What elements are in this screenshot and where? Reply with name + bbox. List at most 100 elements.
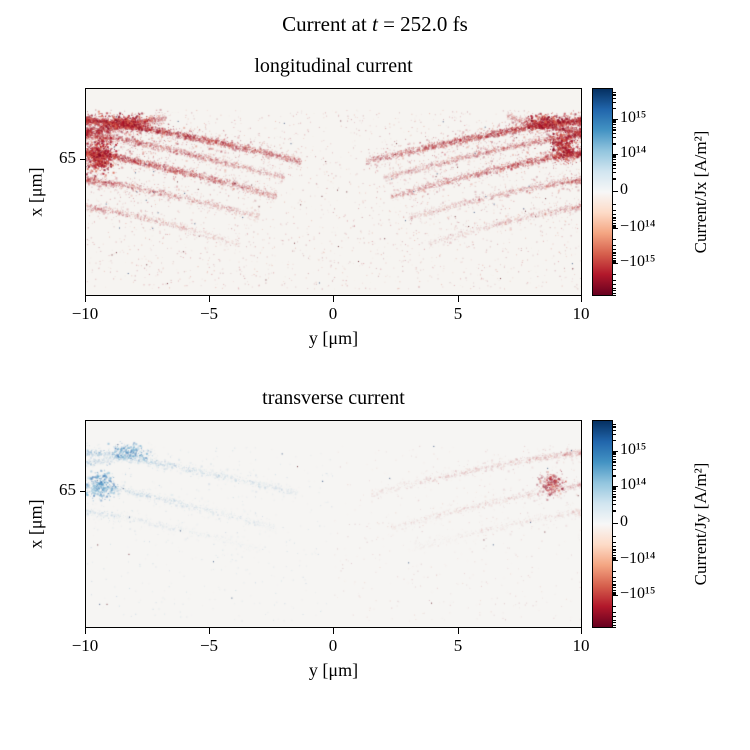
x-tick-label: 5 [453,636,463,655]
colorbar-tick-mark [613,605,616,607]
colorbar-tick-mark [613,222,616,224]
colorbar-tick-mark [613,426,616,428]
x-tick-mark [581,296,583,302]
colorbar-tick-mark [613,228,618,230]
colorbar-tick-mark [613,619,616,621]
colorbar-tick-mark [613,456,616,458]
colorbar-tick-mark [613,464,616,466]
colorbar-tick-mark [613,452,616,454]
y-tick-label: 65 [59,480,76,499]
colorbar-tick-mark [613,217,616,219]
y-tick-mark [80,159,85,161]
colorbar-tick-mark [613,535,616,537]
colorbar-tick-label: 10¹⁵ [620,109,647,126]
colorbar-jx [592,88,618,296]
colorbar-gradient [593,89,612,295]
x-tick-mark [458,628,460,634]
x-tick-label: −10 [71,636,99,655]
colorbar-tick-mark [613,552,616,554]
colorbar-tick-mark [613,129,616,131]
colorbar-tick-mark [613,454,616,456]
colorbar-tick-mark [613,611,616,613]
colorbar-tick-label: −10¹⁵ [620,253,656,270]
x-tick-label: −5 [199,304,219,323]
colorbar-tick-mark [613,485,618,488]
colorbar-tick-mark [613,423,616,425]
colorbar-tick-mark [613,440,616,442]
colorbar-tick-mark [613,263,618,265]
colorbar-tick-mark [613,558,616,560]
colorbar-tick-mark [613,587,616,589]
figure-title-variable: t [371,12,378,36]
colorbar-tick-mark [613,244,616,246]
colorbar-tick-mark [613,172,616,174]
colorbar-tick-mark [613,593,616,595]
colorbar-tick-mark [613,491,616,493]
colorbar-tick-mark [613,108,616,110]
colorbar-tick-mark [613,554,616,556]
colorbar-tick-mark [613,595,618,597]
colorbar-tick-mark [613,226,616,228]
colorbar-tick-mark [613,541,616,543]
colorbar-tick-mark [613,178,616,180]
colorbar-tick-mark [613,167,616,169]
colorbar-tick-label: 10¹⁵ [620,441,647,458]
colorbar-tick-mark [613,458,616,460]
colorbar-tick-mark [613,570,616,572]
colorbar-tick-mark [613,429,616,431]
colorbar-tick-mark [613,461,616,463]
colorbar-tick-mark [613,220,616,222]
x-tick-mark [333,296,335,302]
colorbar-tick-mark [613,102,616,104]
x-tick-label: −5 [199,636,219,655]
colorbar-tick-mark [613,257,616,259]
transverse-current-heatmap-canvas [86,421,581,627]
colorbar-label-jx: Current/Jx [A/m²] [691,130,710,254]
y-tick-mark [80,491,85,493]
panel-longitudinal-current: longitudinal current x [μm] 65 −10 −5 0 … [0,55,750,355]
colorbar-tick-mark [613,153,618,156]
colorbar-tick-label: −10¹⁵ [620,585,656,602]
colorbar-tick-mark [613,120,616,122]
colorbar-tick-mark [613,290,616,292]
x-tick-mark [85,296,87,302]
panel-title-transverse: transverse current [262,387,405,409]
x-tick-mark [209,628,211,634]
colorbar-tick-mark [613,589,616,591]
colorbar-tick-mark [613,493,616,495]
colorbar-tick-mark [613,487,616,489]
longitudinal-current-heatmap-canvas [86,89,581,295]
colorbar-tick-mark [613,522,618,525]
colorbar-tick-mark [613,249,616,251]
colorbar-tick-label: 10¹⁴ [620,144,647,161]
x-tick-mark [581,628,583,634]
figure-title-prefix: Current at [282,12,372,36]
colorbar-tick-mark [613,510,616,512]
x-tick-mark [85,628,87,634]
colorbar-tick-mark [613,132,616,134]
colorbar-tick-mark [613,203,616,205]
colorbar-label-jy: Current/Jy [A/m²] [691,462,710,586]
x-tick-mark [333,628,335,634]
colorbar-tick-mark [613,475,616,477]
x-tick-label: 0 [328,304,338,323]
colorbar-tick-mark [613,469,616,471]
colorbar-jy [592,420,618,628]
colorbar-tick-label: −10¹⁴ [620,218,656,235]
colorbar-tick-mark [613,576,616,578]
colorbar-tick-mark [613,556,616,558]
colorbar-tick-mark [613,581,616,583]
x-axis-label: y [μm] [308,660,359,680]
colorbar-tick-mark [613,259,616,261]
colorbar-tick-mark [613,122,616,124]
colorbar-tick-mark [613,124,616,126]
colorbar-tick-mark [613,164,616,166]
colorbar-tick-mark [613,622,616,624]
colorbar-tick-mark [613,584,616,586]
x-tick-label: 10 [572,304,590,323]
figure-title-suffix: = 252.0 fs [377,12,468,36]
colorbar-tick-mark [613,499,616,501]
colorbar-tick-label: −10¹⁴ [620,550,656,567]
colorbar-tick-mark [613,126,616,128]
